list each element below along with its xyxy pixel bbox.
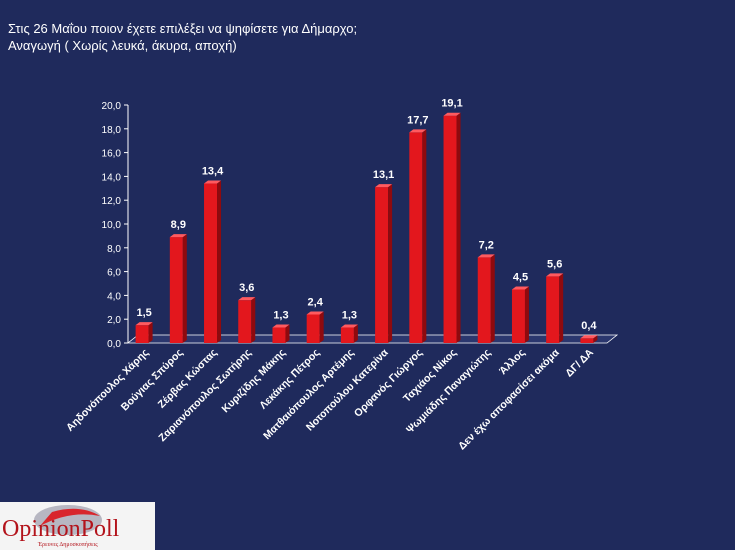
y-tick-label: 8,0 xyxy=(107,244,121,255)
bar-top xyxy=(580,335,598,339)
data-label: 1,3 xyxy=(273,310,288,322)
subtitle-main: Αναγωγή xyxy=(8,38,61,53)
data-label: 1,5 xyxy=(136,307,151,319)
bar-side xyxy=(456,112,461,344)
y-tick-label: 12,0 xyxy=(102,196,122,207)
opinionpoll-logo: OpinionPoll Έρευνες Δημοσκοπήσεις xyxy=(0,502,155,550)
bar xyxy=(169,237,183,343)
bar xyxy=(546,276,560,343)
x-tick-label: Λεκάκης Πέτρος xyxy=(257,346,322,411)
data-label: 5,6 xyxy=(547,258,562,270)
bar xyxy=(375,187,389,343)
y-tick-label: 4,0 xyxy=(107,291,121,302)
bar-top xyxy=(511,286,529,290)
bar-side xyxy=(182,234,187,343)
chart-subtitle: Αναγωγή ( Χωρίς λευκά, άκυρα, αποχή) xyxy=(8,37,357,54)
bar xyxy=(477,257,491,343)
y-tick-label: 6,0 xyxy=(107,268,121,279)
data-label: 17,7 xyxy=(407,114,428,126)
y-tick-label: 18,0 xyxy=(102,125,122,136)
data-label: 4,5 xyxy=(513,271,528,283)
bar xyxy=(580,338,594,343)
x-tick-label: Ζέρβας Κώστας xyxy=(156,346,220,410)
data-label: 7,2 xyxy=(479,239,494,251)
data-label: 0,4 xyxy=(581,320,597,332)
bar-side xyxy=(148,322,153,343)
bar xyxy=(204,183,218,343)
logo-text: OpinionPoll xyxy=(2,516,120,542)
chart-floor xyxy=(126,334,619,344)
bar-side xyxy=(285,324,290,343)
bar-top xyxy=(340,324,358,328)
x-tick-label: Κυριζίδης Μάκης xyxy=(220,346,289,415)
bar xyxy=(443,115,457,344)
y-tick-label: 10,0 xyxy=(102,220,122,231)
bar xyxy=(409,132,423,343)
bar-side xyxy=(217,180,222,343)
bar-side xyxy=(319,311,324,343)
bar-side xyxy=(251,297,256,343)
bar-side xyxy=(490,254,495,343)
bar-top xyxy=(169,234,187,238)
x-tick-label: Βούγιας Σπύρος xyxy=(119,346,186,413)
bar-top xyxy=(135,322,153,326)
bar-side xyxy=(524,286,529,343)
chart-title-block: Στις 26 Μαΐου ποιον έχετε επιλέξει να ψη… xyxy=(8,20,357,54)
bar-top xyxy=(204,180,222,184)
bar-top xyxy=(272,324,290,328)
bar xyxy=(135,325,149,343)
x-tick-label: Άλλος xyxy=(497,346,528,377)
bar-side xyxy=(422,129,427,343)
y-tick-label: 20,0 xyxy=(102,101,122,112)
data-label: 13,4 xyxy=(202,166,224,178)
bar-top xyxy=(546,273,564,277)
bar-top xyxy=(306,311,324,315)
bar-top xyxy=(375,184,393,188)
y-tick-label: 2,0 xyxy=(107,315,121,326)
bar-top xyxy=(409,129,427,133)
data-label: 1,3 xyxy=(342,310,357,322)
y-tick-label: 16,0 xyxy=(102,149,122,160)
data-label: 3,6 xyxy=(239,282,254,294)
data-label: 2,4 xyxy=(308,296,324,308)
bar-top xyxy=(443,112,461,116)
chart-title: Στις 26 Μαΐου ποιον έχετε επιλέξει να ψη… xyxy=(8,21,358,36)
bar xyxy=(272,327,286,343)
bar xyxy=(511,289,525,343)
bar xyxy=(340,327,354,343)
data-label: 19,1 xyxy=(441,98,462,110)
bar-side xyxy=(353,324,358,343)
bar-top xyxy=(477,254,495,258)
data-label: 13,1 xyxy=(373,169,394,181)
y-tick-label: 0,0 xyxy=(107,339,121,350)
bar xyxy=(306,314,320,343)
subtitle-note: ( Χωρίς λευκά, άκυρα, αποχή) xyxy=(60,38,237,53)
logo-swoosh-icon xyxy=(34,505,102,535)
bar-top xyxy=(238,297,256,301)
y-tick-label: 14,0 xyxy=(102,172,122,183)
bar-side xyxy=(388,184,393,343)
bar-side xyxy=(593,335,598,343)
bar-side xyxy=(559,273,564,343)
x-tick-label: ΔΓ/ ΔΑ xyxy=(563,346,596,379)
logo-tagline: Έρευνες Δημοσκοπήσεις xyxy=(38,542,98,548)
bar xyxy=(238,300,252,343)
bar-chart: 0,0 2,0 4,0 6,0 8,0 10,0 12,0 14,0 16,0 18,0 20,0 1… xyxy=(64,98,619,452)
data-label: 8,9 xyxy=(171,219,186,231)
